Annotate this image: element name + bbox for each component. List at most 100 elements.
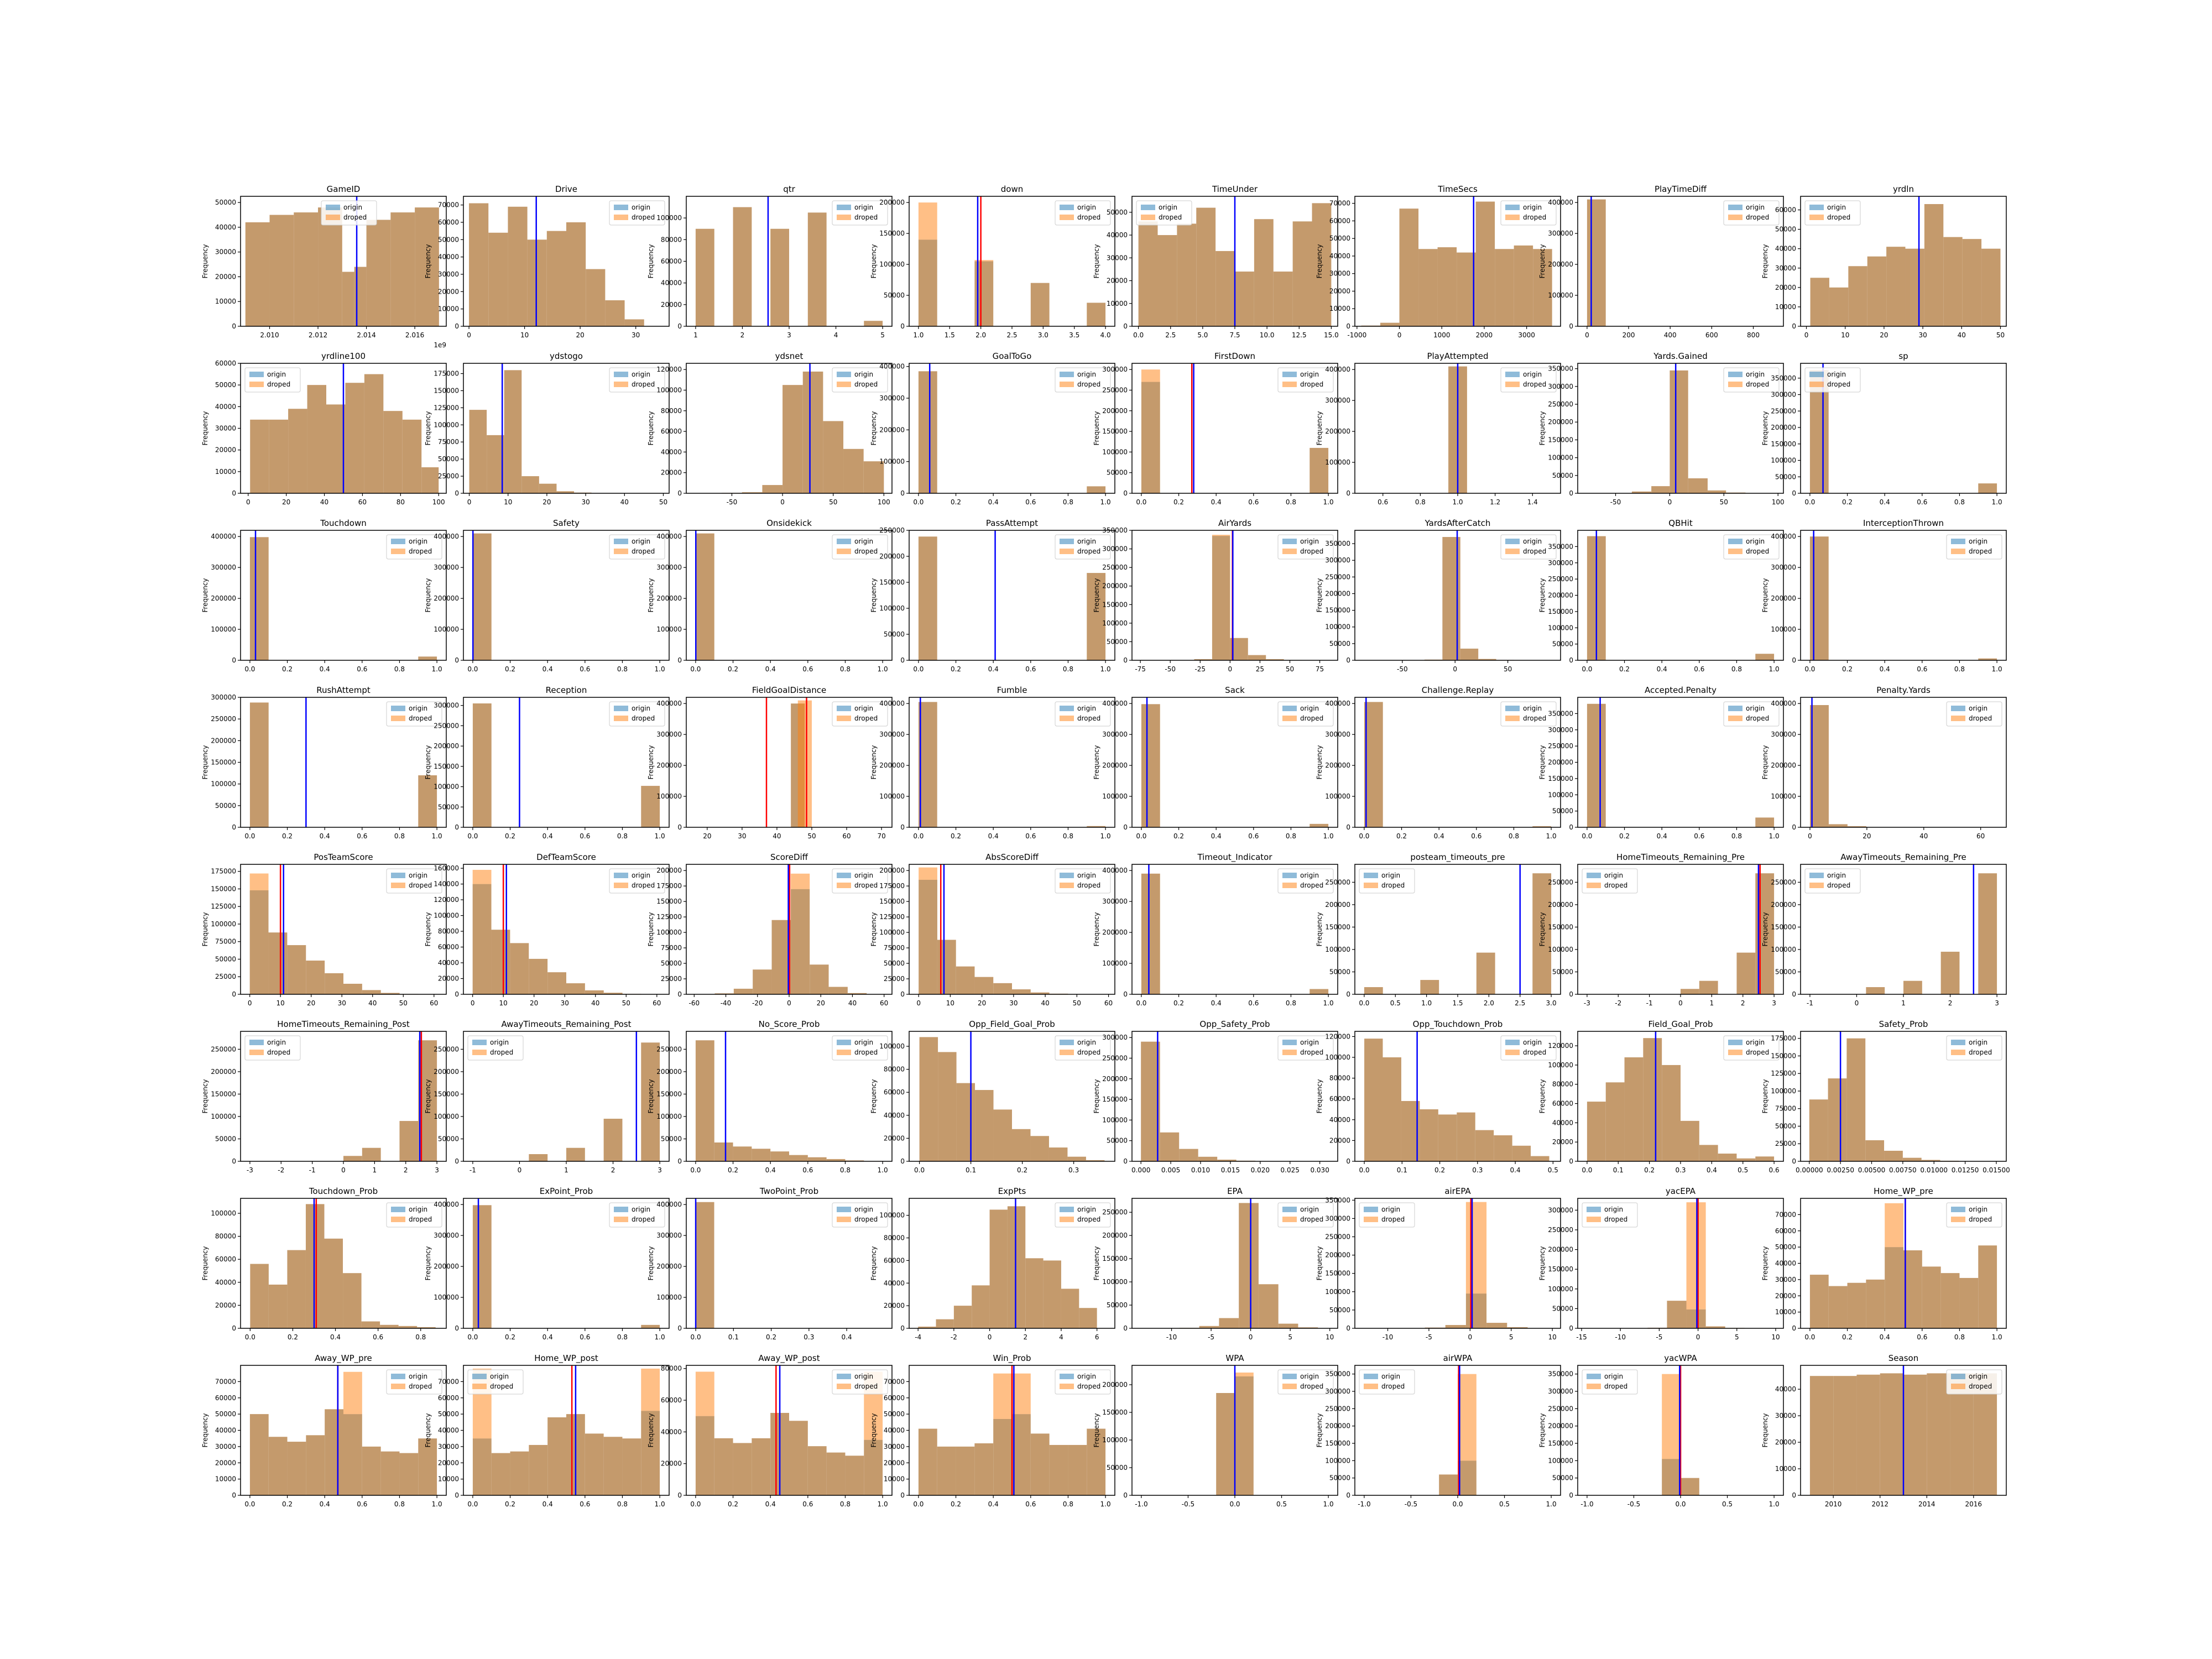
x-tick-label: 0.6	[1025, 1500, 1036, 1508]
hist-bar	[1833, 1376, 1857, 1495]
hist-bar	[343, 983, 362, 994]
y-tick-label: 200000	[656, 761, 682, 769]
x-tick-label: 75	[1316, 665, 1324, 673]
x-tick-label: 0.0	[467, 1333, 478, 1341]
y-axis-label: Frequency	[647, 411, 655, 446]
x-tick-label: 0.4	[542, 1333, 553, 1341]
x-tick-label: 0	[518, 1166, 522, 1174]
legend-label: droped	[409, 547, 432, 555]
legend-label: origin	[854, 1373, 873, 1380]
hist-bar-droped	[974, 260, 994, 262]
axes-frame	[909, 530, 1115, 661]
x-tick-label: 0.0	[913, 665, 924, 673]
legend-label: droped	[1969, 547, 1992, 555]
y-tick-label: 40000	[215, 1279, 236, 1286]
y-axis-label: Frequency	[1316, 1246, 1323, 1281]
legend-label: origin	[854, 538, 873, 545]
y-tick-label: 400000	[434, 1201, 459, 1208]
y-tick-label: 20000	[884, 1134, 905, 1142]
x-tick-label: 0.5	[1548, 1166, 1558, 1174]
y-tick-label: 200000	[1102, 1381, 1128, 1389]
x-tick-label: 1	[564, 1166, 568, 1174]
hist-bar	[1141, 704, 1160, 827]
axes-frame	[1800, 363, 2007, 494]
hist-bar	[641, 786, 660, 827]
legend-label: origin	[1077, 204, 1096, 211]
legend-label: droped	[409, 714, 432, 722]
legend-label: origin	[632, 538, 650, 545]
y-tick-label: 30000	[215, 1443, 236, 1451]
legend-label: droped	[1523, 714, 1546, 722]
hist-bar	[1364, 1039, 1383, 1161]
y-tick-label: 350000	[1548, 1370, 1573, 1378]
x-tick-label: 0.2	[1842, 665, 1853, 673]
legend-swatch	[614, 205, 628, 210]
x-tick-label: 60	[1104, 999, 1113, 1007]
x-tick-label: 0.4	[842, 1333, 852, 1341]
legend-swatch	[249, 1050, 264, 1055]
y-axis-label: Frequency	[870, 578, 878, 613]
x-tick-label: 0.6	[1694, 665, 1704, 673]
y-tick-label: 150000	[656, 1090, 682, 1098]
hist-bar	[1420, 1109, 1438, 1161]
hist-bar	[918, 371, 937, 493]
subplot-title: InterceptionThrown	[1863, 518, 1944, 528]
y-tick-label: 125000	[434, 404, 459, 411]
subplot-title: Safety_Prob	[1879, 1019, 1928, 1030]
y-axis-label: Frequency	[424, 578, 432, 613]
y-tick-label: 60000	[661, 427, 682, 435]
hist-bar	[1292, 221, 1312, 326]
x-tick-label: -2	[278, 1166, 284, 1174]
y-tick-label: 250000	[1548, 1226, 1573, 1234]
y-tick-label: 20000	[215, 446, 236, 454]
x-tick-label: 0.00250	[1827, 1166, 1854, 1174]
x-tick-label: 0.01250	[1952, 1166, 1979, 1174]
x-tick-label: 100	[878, 498, 890, 506]
x-tick-label: 40	[1958, 331, 1966, 339]
x-tick-label: 0.8	[1954, 1333, 1965, 1341]
x-tick-label: 0.6	[373, 1333, 383, 1341]
y-tick-label: 0	[1346, 990, 1350, 998]
legend-label: origin	[1300, 705, 1319, 712]
hist-bar	[864, 321, 883, 326]
hist-bar	[605, 300, 625, 326]
y-tick-label: 50000	[1775, 1122, 1796, 1130]
x-tick-label: 1.0	[655, 665, 665, 673]
y-axis-label: Frequency	[201, 1246, 209, 1281]
x-tick-label: 10.0	[1260, 331, 1275, 339]
x-tick-label: 2	[1741, 999, 1745, 1007]
y-tick-label: 400000	[1102, 700, 1128, 707]
legend-label: droped	[490, 1383, 513, 1390]
y-tick-label: 200000	[879, 199, 905, 206]
hist-bar	[1705, 1326, 1725, 1328]
axes-frame	[463, 864, 670, 995]
legend-swatch	[1060, 539, 1074, 544]
legend-swatch	[837, 1374, 851, 1379]
x-tick-label: 40	[620, 498, 629, 506]
legend-label: origin	[1827, 204, 1846, 211]
x-tick-label: -10	[1615, 1333, 1626, 1341]
x-tick-label: 0	[246, 498, 251, 506]
y-tick-label: 50000	[1107, 1464, 1128, 1472]
hist-bar	[1087, 826, 1106, 827]
x-tick-label: -50	[1165, 665, 1176, 673]
x-tick-label: 1.0	[1100, 1500, 1111, 1508]
y-tick-label: 200000	[1548, 592, 1573, 599]
y-tick-label: 150000	[1102, 1255, 1128, 1262]
y-tick-label: 350000	[1548, 542, 1573, 550]
legend-swatch	[1060, 549, 1074, 554]
x-tick-label: 0.6	[802, 665, 813, 673]
subplot-title: Field_Goal_Prob	[1648, 1019, 1713, 1030]
x-tick-label: 20	[576, 331, 584, 339]
y-tick-label: 40000	[438, 253, 459, 261]
legend-label: droped	[632, 213, 655, 221]
y-tick-label: 10000	[1775, 1308, 1796, 1316]
y-tick-label: 300000	[1325, 1387, 1350, 1395]
subplot-title: yrdline100	[321, 351, 366, 361]
y-tick-label: 40000	[438, 1427, 459, 1434]
legend-label: droped	[632, 1215, 655, 1223]
y-tick-label: 0	[900, 1491, 905, 1499]
x-tick-label: 1.5	[945, 331, 955, 339]
